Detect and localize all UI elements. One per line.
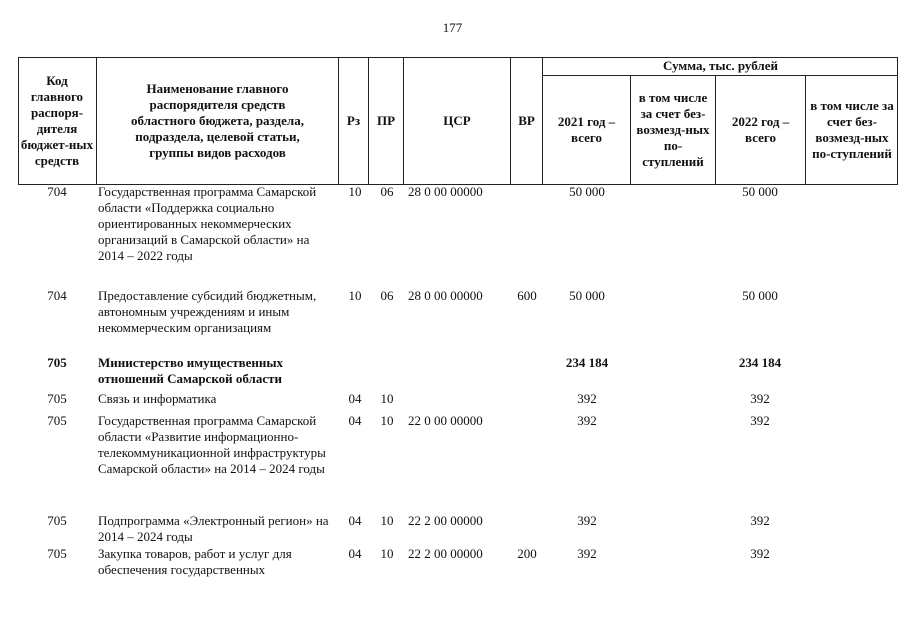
cell-2021: 234 184 [565,355,609,370]
cell-2022: 392 [750,513,770,528]
cell-rz: 04 [348,413,362,428]
cell-name: Закупка товаров, работ и услуг для обесп… [98,546,292,577]
header-code: Код главного распоря-дителя бюджет-ных с… [20,73,94,168]
cell-rz: 10 [348,184,362,199]
cell-code: 705 [47,355,67,370]
cell-code: 704 [47,184,67,199]
cell-code: 705 [47,513,67,528]
cell-code: 705 [47,391,67,406]
cell-2021: 50 000 [569,288,605,303]
cell-pr: 06 [380,184,394,199]
page-number: 177 [442,20,463,35]
cell-2021: 392 [577,546,597,561]
header-2021-incl: в том числе за счет без-возмезд-ных по-с… [630,75,715,185]
cell-vr: 200 [517,546,537,561]
cell-2022: 234 184 [738,355,782,370]
header-name: Наименование главного распорядителя сред… [96,57,338,185]
header-2022-incl: в том числе за счет без-возмезд-ных по-с… [805,75,898,185]
cell-code: 704 [47,288,67,303]
cell-code: 705 [47,546,67,561]
cell-rz: 04 [348,513,362,528]
cell-pr: 06 [380,288,394,303]
cell-name: Предоставление субсидий бюджетным, автон… [98,288,317,335]
header-pr: ПР [368,57,403,185]
cell-pr: 10 [380,513,394,528]
cell-2022: 50 000 [742,288,778,303]
cell-2021: 392 [577,513,597,528]
cell-2021: 392 [577,413,597,428]
cell-vr: 600 [517,288,537,303]
cell-csr: 28 0 00 00000 [408,288,483,303]
cell-2022: 50 000 [742,184,778,199]
cell-2022: 392 [750,413,770,428]
cell-2022: 392 [750,546,770,561]
cell-csr: 28 0 00 00000 [408,184,483,199]
header-rz: Рз [338,57,368,185]
cell-name: Связь и информатика [98,391,217,406]
cell-csr: 22 2 00 00000 [408,546,483,561]
cell-pr: 10 [380,546,394,561]
cell-name: Подпрограмма «Электронный регион» на 201… [98,513,329,544]
cell-rz: 04 [348,391,362,406]
cell-rz: 10 [348,288,362,303]
cell-name: Государственная программа Самарской обла… [98,413,326,476]
header-sum: Сумма, тыс. рублей [542,57,898,76]
cell-csr: 22 0 00 00000 [408,413,483,428]
header-csr: ЦСР [403,57,510,185]
table-header [18,57,898,185]
cell-rz: 04 [348,546,362,561]
cell-pr: 10 [380,391,394,406]
cell-code: 705 [47,413,67,428]
cell-2022: 392 [750,391,770,406]
cell-2021: 50 000 [569,184,605,199]
header-2022: 2022 год – всего [715,75,805,185]
header-vr: ВР [510,57,542,185]
cell-name: Министерство имущественных отношений Сам… [98,355,284,386]
cell-2021: 392 [577,391,597,406]
header-2021: 2021 год – всего [542,75,630,185]
cell-pr: 10 [380,413,394,428]
cell-csr: 22 2 00 00000 [408,513,483,528]
cell-name: Государственная программа Самарской обла… [98,184,317,263]
